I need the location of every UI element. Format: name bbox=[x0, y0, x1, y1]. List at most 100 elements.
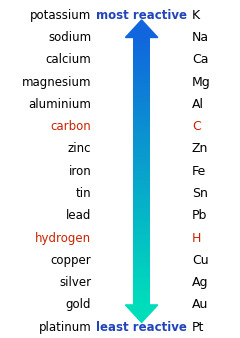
Bar bbox=[133, 76, 150, 78]
Bar bbox=[133, 95, 150, 97]
Bar bbox=[133, 131, 150, 133]
Text: carbon: carbon bbox=[50, 120, 91, 133]
Bar bbox=[133, 259, 150, 261]
Bar bbox=[133, 90, 150, 91]
Text: Pt: Pt bbox=[192, 321, 204, 334]
Bar bbox=[133, 151, 150, 153]
Bar bbox=[133, 157, 150, 159]
Bar bbox=[133, 255, 150, 257]
Bar bbox=[133, 216, 150, 218]
Bar bbox=[133, 110, 150, 112]
Bar bbox=[133, 224, 150, 226]
Text: iron: iron bbox=[68, 165, 91, 178]
Bar bbox=[133, 278, 150, 280]
Text: Al: Al bbox=[192, 98, 204, 111]
Bar bbox=[133, 158, 150, 160]
Bar bbox=[133, 186, 150, 188]
Bar bbox=[133, 194, 150, 196]
Bar bbox=[133, 44, 150, 46]
Bar bbox=[133, 181, 150, 183]
Bar bbox=[133, 219, 150, 220]
Bar bbox=[133, 275, 150, 277]
Bar bbox=[133, 154, 150, 156]
Bar bbox=[133, 231, 150, 232]
Bar bbox=[133, 94, 150, 95]
Bar bbox=[133, 43, 150, 44]
Text: magnesium: magnesium bbox=[22, 76, 91, 89]
Bar bbox=[133, 39, 150, 40]
Bar bbox=[133, 103, 150, 105]
Bar bbox=[133, 126, 150, 127]
Bar bbox=[133, 102, 150, 103]
Text: platinum: platinum bbox=[38, 321, 91, 334]
Text: silver: silver bbox=[59, 276, 91, 289]
Text: hydrogen: hydrogen bbox=[35, 232, 91, 245]
Bar bbox=[133, 184, 150, 185]
Bar bbox=[133, 174, 150, 176]
Bar bbox=[133, 115, 150, 117]
Bar bbox=[133, 243, 150, 244]
Bar bbox=[133, 142, 150, 144]
Bar bbox=[133, 264, 150, 266]
Bar bbox=[133, 260, 150, 262]
Bar bbox=[133, 106, 150, 107]
Bar bbox=[133, 177, 150, 178]
Polygon shape bbox=[125, 20, 158, 38]
Bar bbox=[133, 145, 150, 146]
Bar bbox=[133, 123, 150, 125]
Text: Ca: Ca bbox=[192, 53, 209, 66]
Bar bbox=[133, 244, 150, 246]
Bar bbox=[133, 51, 150, 52]
Bar bbox=[133, 171, 150, 173]
Bar bbox=[133, 200, 150, 201]
Text: aluminium: aluminium bbox=[28, 98, 91, 111]
Text: calcium: calcium bbox=[45, 53, 91, 66]
Bar bbox=[133, 232, 150, 234]
Bar bbox=[133, 291, 150, 293]
Bar bbox=[133, 98, 150, 99]
Bar bbox=[133, 283, 150, 285]
Bar bbox=[133, 287, 150, 289]
Bar bbox=[133, 303, 150, 305]
Bar bbox=[133, 256, 150, 258]
Bar bbox=[133, 178, 150, 180]
Bar bbox=[133, 170, 150, 172]
Bar bbox=[133, 190, 150, 192]
Bar bbox=[133, 225, 150, 227]
Bar bbox=[133, 254, 150, 255]
Bar bbox=[133, 196, 150, 197]
Text: sodium: sodium bbox=[48, 31, 91, 44]
Bar bbox=[133, 116, 150, 118]
Bar bbox=[133, 161, 150, 163]
Bar bbox=[133, 251, 150, 252]
Bar bbox=[133, 128, 150, 130]
Bar bbox=[133, 113, 150, 114]
Bar bbox=[133, 68, 150, 70]
Bar bbox=[133, 179, 150, 181]
Bar bbox=[133, 37, 150, 39]
Bar bbox=[133, 198, 150, 200]
Bar bbox=[133, 212, 150, 214]
Bar bbox=[133, 88, 150, 90]
Bar bbox=[133, 104, 150, 106]
Bar bbox=[133, 96, 150, 98]
Bar bbox=[133, 279, 150, 281]
Bar bbox=[133, 209, 150, 211]
Text: K: K bbox=[192, 9, 200, 22]
Bar bbox=[133, 48, 150, 50]
Bar bbox=[133, 295, 150, 297]
Bar bbox=[133, 221, 150, 223]
Bar bbox=[133, 84, 150, 86]
Text: Pb: Pb bbox=[192, 209, 207, 222]
Text: gold: gold bbox=[66, 298, 91, 311]
Bar bbox=[133, 271, 150, 273]
Bar bbox=[133, 294, 150, 295]
Bar bbox=[133, 118, 150, 119]
Bar bbox=[133, 288, 150, 290]
Bar bbox=[133, 55, 150, 56]
Bar bbox=[133, 83, 150, 84]
Bar bbox=[133, 91, 150, 93]
Bar bbox=[133, 150, 150, 152]
Bar bbox=[133, 69, 150, 71]
Bar bbox=[133, 49, 150, 51]
